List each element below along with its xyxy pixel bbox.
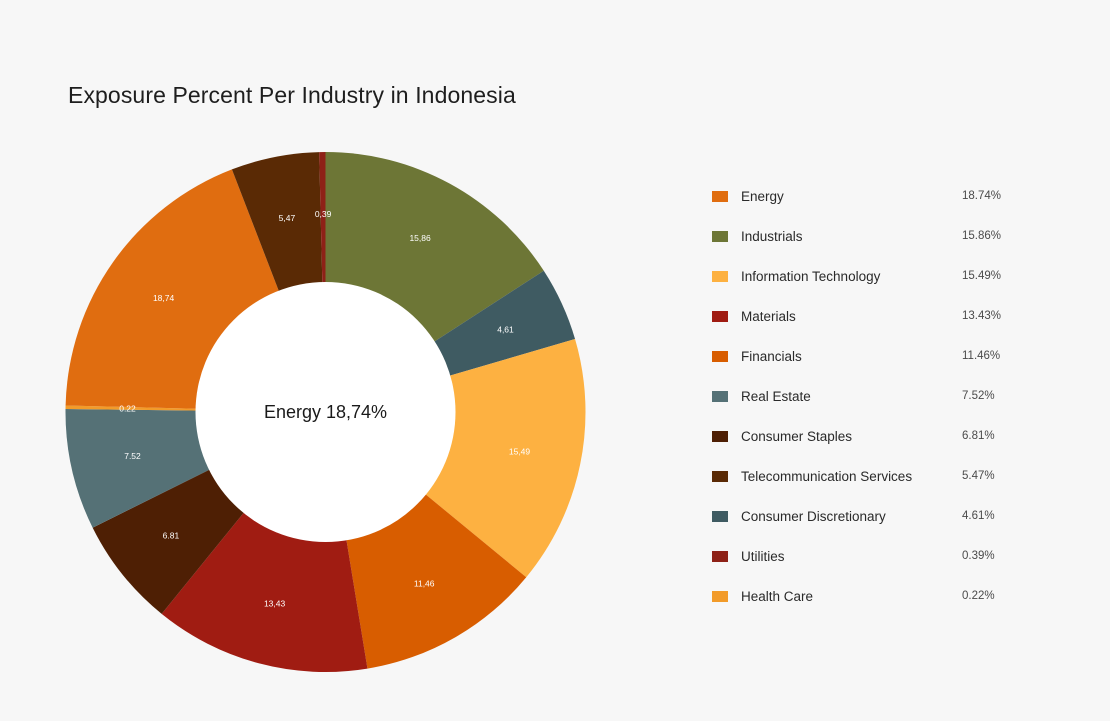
legend-item[interactable]: Consumer Discretionary 4.61% bbox=[712, 496, 1012, 536]
slice-label: 6.81 bbox=[163, 531, 180, 541]
legend-value: 15.86% bbox=[962, 230, 1002, 242]
legend-label: Health Care bbox=[741, 588, 814, 604]
legend-item[interactable]: Real Estate 7.52% bbox=[712, 376, 1012, 416]
legend-value: 6.81% bbox=[962, 430, 995, 442]
legend-swatch bbox=[712, 470, 728, 482]
slice-labels: 15,86 4,61 15,49 11,46 13,43 6.81 7.52 0.22 18,7… bbox=[119, 209, 530, 608]
slice-label: 15,49 bbox=[509, 447, 531, 457]
chart-legend: Energy 18.74% Industrials 15.86% Information… bbox=[712, 176, 1012, 616]
legend-value: 0.39% bbox=[962, 550, 995, 562]
slice-label: 15,86 bbox=[409, 233, 431, 243]
legend-swatch bbox=[712, 390, 728, 402]
legend-label: Information Technology bbox=[741, 268, 881, 284]
slice-label: 0,39 bbox=[315, 209, 332, 219]
donut-chart: 15,86 4,61 15,49 11,46 13,43 6.81 7.52 0.22 18,7… bbox=[65, 152, 586, 672]
legend-swatch bbox=[712, 550, 728, 562]
legend-value: 5.47% bbox=[962, 470, 995, 482]
chart-title: Exposure Percent Per Industry in Indones… bbox=[68, 82, 516, 108]
legend-value: 11.46% bbox=[962, 350, 1001, 362]
legend-swatch bbox=[712, 230, 728, 242]
legend-swatch bbox=[712, 510, 728, 522]
legend-label: Utilities bbox=[741, 548, 785, 564]
legend-item[interactable]: Financials 11.46% bbox=[712, 336, 1012, 376]
legend-label: Consumer Discretionary bbox=[741, 508, 886, 524]
legend-swatch bbox=[712, 590, 728, 602]
slice-label: 18,74 bbox=[153, 293, 175, 303]
legend-item[interactable]: Telecommunication Services 5.47% bbox=[712, 456, 1012, 496]
slice-label: 5,47 bbox=[279, 213, 296, 223]
legend-swatch bbox=[712, 350, 728, 362]
legend-item[interactable]: Industrials 15.86% bbox=[712, 216, 1012, 256]
slice-label: 0.22 bbox=[119, 403, 136, 413]
donut-hole bbox=[195, 282, 456, 542]
legend-swatch bbox=[712, 430, 728, 442]
legend-value: 7.52% bbox=[962, 390, 995, 402]
legend-item[interactable]: Health Care 0.22% bbox=[712, 576, 1012, 616]
legend-swatch bbox=[712, 270, 728, 282]
legend-item[interactable]: Energy 18.74% bbox=[712, 176, 1012, 216]
legend-swatch bbox=[712, 310, 728, 322]
legend-value: 15.49% bbox=[962, 270, 1002, 282]
slice-label: 13,43 bbox=[264, 598, 286, 608]
legend-swatch bbox=[712, 190, 728, 202]
legend-value: 0.22% bbox=[962, 590, 995, 602]
legend-label: Financials bbox=[741, 348, 802, 364]
legend-value: 13.43% bbox=[962, 310, 1002, 322]
legend-value: 18.74% bbox=[962, 190, 1002, 202]
legend-item[interactable]: Utilities 0.39% bbox=[712, 536, 1012, 576]
legend-item[interactable]: Information Technology 15.49% bbox=[712, 256, 1012, 296]
legend-label: Energy bbox=[741, 188, 784, 204]
center-label: Energy 18,74% bbox=[264, 402, 387, 422]
slice-label: 11,46 bbox=[414, 579, 435, 589]
legend-value: 4.61% bbox=[962, 510, 995, 522]
slice-label: 4,61 bbox=[497, 325, 514, 335]
legend-label: Materials bbox=[741, 308, 796, 324]
legend-label: Real Estate bbox=[741, 388, 811, 404]
legend-label: Consumer Staples bbox=[741, 428, 853, 444]
legend-label: Telecommunication Services bbox=[741, 468, 913, 484]
legend-item[interactable]: Materials 13.43% bbox=[712, 296, 1012, 336]
legend-item[interactable]: Consumer Staples 6.81% bbox=[712, 416, 1012, 456]
slice-label: 7.52 bbox=[124, 451, 141, 461]
legend-label: Industrials bbox=[741, 228, 803, 244]
